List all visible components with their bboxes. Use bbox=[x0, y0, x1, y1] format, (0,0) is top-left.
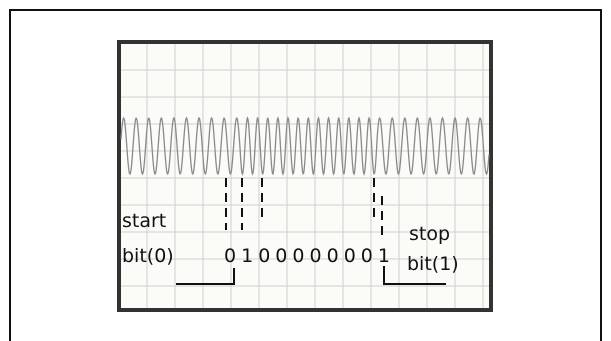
start-label: start bbox=[122, 210, 166, 232]
start-label: bit(0) bbox=[122, 245, 174, 267]
stop-label: bit(1) bbox=[407, 253, 459, 275]
stop-label: stop bbox=[409, 223, 450, 245]
page: start bit(0) 0100000001 stop bit(1) bbox=[0, 0, 611, 341]
